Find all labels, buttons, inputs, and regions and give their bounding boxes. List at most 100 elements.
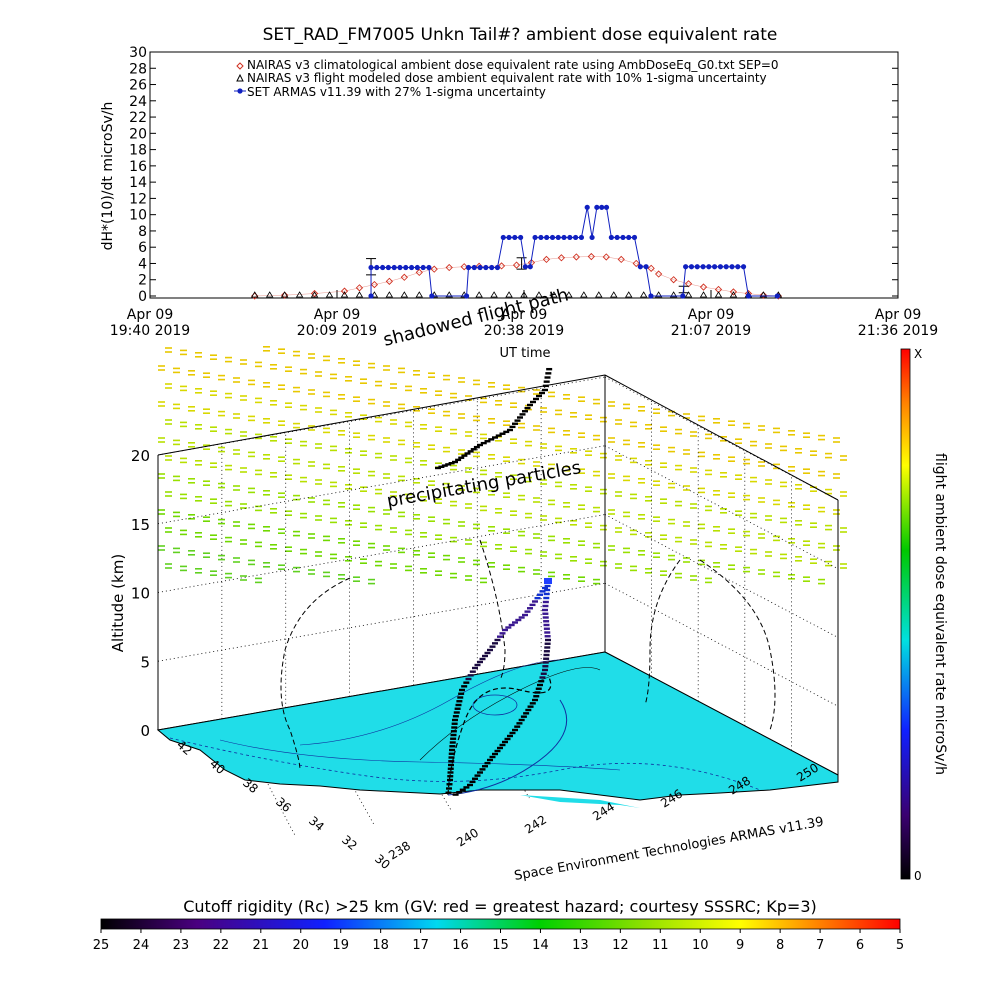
flight-path-segment bbox=[505, 626, 512, 629]
grid-line bbox=[157, 376, 606, 456]
altitude-ticks: 0 5 10 15 20 bbox=[131, 447, 150, 740]
rc-colorbar-gradient bbox=[100, 918, 901, 930]
flight-path-segment bbox=[452, 715, 459, 718]
shadowed-flight-path-segment bbox=[522, 410, 528, 413]
flight-path-segment bbox=[527, 705, 534, 708]
rc-tick-label: 9 bbox=[736, 938, 744, 953]
rc-tick-label: 11 bbox=[652, 938, 669, 953]
flight-path-segment bbox=[447, 771, 454, 774]
flight-paths bbox=[435, 367, 553, 796]
shadowed-flight-path-segment bbox=[509, 425, 516, 429]
data-point bbox=[595, 291, 603, 298]
data-point bbox=[483, 264, 489, 271]
rc-tick-label: 5 bbox=[896, 938, 904, 953]
flight-path-segment bbox=[452, 718, 458, 722]
flight-path-segment bbox=[446, 787, 452, 790]
flight-path-segment bbox=[525, 708, 532, 712]
map-border-line bbox=[299, 659, 561, 746]
series-line bbox=[254, 256, 779, 297]
x-tick-label: 20:38 2019 bbox=[484, 323, 564, 339]
altitude-tick-label: 0 bbox=[140, 722, 150, 740]
flight-path-segment bbox=[529, 702, 536, 705]
y-tick-label: 4 bbox=[138, 256, 147, 272]
data-point bbox=[683, 264, 689, 270]
flight-path-segment bbox=[542, 600, 549, 604]
flight-path-segment bbox=[543, 592, 550, 596]
shadowed-flight-path-segment bbox=[484, 440, 491, 443]
data-point bbox=[527, 264, 533, 270]
shadowed-flight-path-segment bbox=[542, 384, 549, 388]
altitude-tick-label: 15 bbox=[131, 516, 150, 534]
flight-path-segment bbox=[487, 758, 493, 762]
data-point bbox=[557, 254, 566, 262]
y-tick-label: 28 bbox=[129, 61, 147, 77]
cutoff-rigidity-colorbar: Cutoff rigidity (Rc) >25 km (GV: red = g… bbox=[93, 897, 904, 953]
shadowed-flight-path-segment bbox=[480, 441, 487, 445]
wall-projection-right bbox=[699, 559, 776, 731]
data-point bbox=[355, 284, 364, 292]
flight-path-segment bbox=[542, 665, 549, 668]
flight-path-segment bbox=[457, 696, 464, 699]
shadowed-flight-path-segment bbox=[530, 400, 536, 404]
y-tick-label: 8 bbox=[138, 224, 147, 240]
data-point bbox=[520, 291, 528, 298]
flight-path-segment bbox=[445, 791, 452, 794]
flight-path-segment bbox=[448, 760, 455, 763]
data-point bbox=[391, 264, 397, 271]
flight-path-segment bbox=[446, 783, 453, 786]
map-lake bbox=[472, 694, 518, 716]
flight-path-segment bbox=[542, 604, 549, 608]
y-tick-label: 16 bbox=[129, 159, 147, 175]
data-point bbox=[512, 261, 521, 269]
flight-path-segment bbox=[492, 752, 498, 756]
flight-path-segment bbox=[477, 771, 483, 774]
series-line bbox=[370, 206, 778, 297]
data-point bbox=[774, 293, 780, 299]
latitude-tick-label: 32 bbox=[339, 833, 360, 854]
flight-path-segment bbox=[463, 681, 470, 684]
shadowed-flight-path-segment bbox=[492, 436, 498, 439]
data-point bbox=[397, 264, 403, 271]
data-point bbox=[625, 291, 633, 298]
y-tick-label: 14 bbox=[129, 175, 147, 191]
wall-projection-left bbox=[280, 577, 351, 771]
data-point bbox=[669, 291, 678, 298]
legend: NAIRAS v3 climatological ambient dose eq… bbox=[234, 58, 779, 99]
shadowed-flight-path-segment bbox=[544, 376, 551, 379]
data-point bbox=[281, 291, 289, 299]
flight-path-segment bbox=[456, 791, 463, 794]
data-point bbox=[643, 264, 649, 270]
data-point bbox=[460, 263, 468, 271]
flight-path-segment bbox=[454, 707, 461, 710]
rc-tick-label: 8 bbox=[776, 938, 784, 953]
map-coastline bbox=[169, 737, 761, 791]
rc-tick-label: 22 bbox=[213, 938, 230, 953]
legend-label: NAIRAS v3 flight modeled dose ambient eq… bbox=[247, 71, 767, 85]
x-tick-label: Apr 09 bbox=[127, 307, 173, 323]
flight-path-segment bbox=[544, 635, 551, 638]
y-tick-label: 20 bbox=[129, 126, 147, 142]
data-point bbox=[494, 264, 501, 271]
flight-path-segment bbox=[539, 676, 546, 679]
shadowed-flight-path-segment bbox=[527, 403, 533, 407]
flight-path-segment bbox=[542, 661, 549, 664]
data-point bbox=[631, 234, 638, 241]
flight-path-segment bbox=[463, 786, 470, 789]
data-point bbox=[385, 277, 393, 285]
legend-entry: NAIRAS v3 flight modeled dose ambient eq… bbox=[236, 71, 767, 85]
shadowed-flight-path-segment bbox=[448, 462, 455, 465]
flight-path-segment bbox=[502, 628, 508, 632]
flight-path-segment bbox=[469, 780, 476, 784]
shadowed-flight-path-segment bbox=[467, 450, 474, 453]
rc-colorbar-title: Cutoff rigidity (Rc) >25 km (GV: red = g… bbox=[183, 897, 817, 916]
flight-path-segment bbox=[514, 725, 521, 728]
data-point bbox=[626, 234, 632, 241]
flight-path-segment bbox=[449, 741, 456, 744]
data-point bbox=[700, 264, 706, 270]
y-tick-label: 2 bbox=[138, 273, 147, 289]
flight-path-segment bbox=[537, 683, 543, 687]
flight-path-segment bbox=[453, 711, 460, 714]
data-point bbox=[729, 288, 738, 296]
flight-path-segment bbox=[477, 660, 483, 664]
